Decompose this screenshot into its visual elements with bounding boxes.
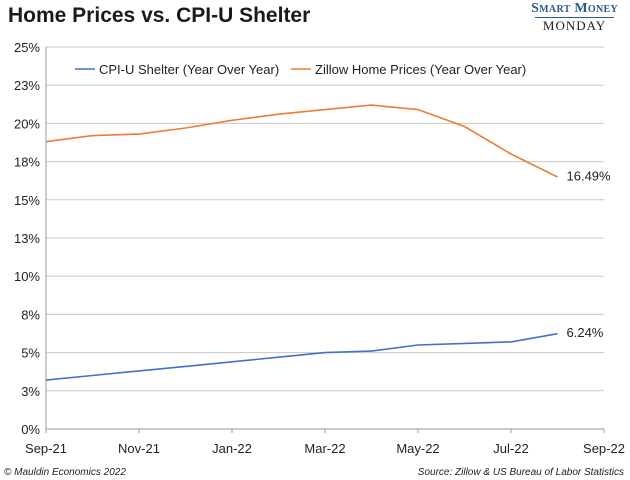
legend-item-cpi-shelter: CPI-U Shelter (Year Over Year) bbox=[75, 62, 279, 77]
x-tick-label: Sep-21 bbox=[25, 441, 67, 456]
axes bbox=[45, 47, 605, 433]
legend: CPI-U Shelter (Year Over Year) Zillow Hom… bbox=[75, 62, 526, 77]
legend-label: Zillow Home Prices (Year Over Year) bbox=[315, 62, 526, 77]
y-tick-label: 10% bbox=[14, 269, 40, 284]
legend-label: CPI-U Shelter (Year Over Year) bbox=[99, 62, 279, 77]
y-tick-label: 25% bbox=[14, 40, 40, 55]
x-tick-label: Mar-22 bbox=[304, 441, 345, 456]
data-label-zillow: 16.49% bbox=[567, 168, 612, 183]
source-note: Source: Zillow & US Bureau of Labor Stat… bbox=[417, 467, 624, 478]
data-labels: 6.24% 16.49% bbox=[567, 168, 612, 340]
y-tick-label: 3% bbox=[21, 384, 40, 399]
y-tick-label: 13% bbox=[14, 231, 40, 246]
x-tick-label: Jan-22 bbox=[212, 441, 252, 456]
x-tick-label: Sep-22 bbox=[583, 441, 625, 456]
series-line-cpi-shelter bbox=[45, 332, 558, 381]
tick-labels: 0% 3% 5% 8% 10% 13% 15% 18% 20% 23% 25% Sep-21 Nov-2… bbox=[14, 40, 625, 456]
x-tick-label: Nov-21 bbox=[118, 441, 160, 456]
chart-title: Home Prices vs. CPI-U Shelter bbox=[8, 4, 311, 27]
y-tick-label: 18% bbox=[14, 155, 40, 170]
series-line-zillow bbox=[45, 104, 558, 178]
brand-logo-top: Smart Money bbox=[531, 1, 618, 16]
legend-item-zillow: Zillow Home Prices (Year Over Year) bbox=[291, 62, 526, 77]
series-lines bbox=[45, 104, 558, 381]
y-tick-label: 20% bbox=[14, 116, 40, 131]
data-label-cpi-shelter: 6.24% bbox=[567, 325, 604, 340]
grid-lines bbox=[46, 46, 604, 392]
x-tick-label: May-22 bbox=[396, 441, 439, 456]
y-tick-label: 0% bbox=[21, 422, 40, 437]
y-tick-label: 5% bbox=[21, 346, 40, 361]
copyright-note: © Mauldin Economics 2022 bbox=[4, 467, 126, 478]
brand-logo-rule bbox=[535, 17, 614, 18]
y-tick-label: 15% bbox=[14, 193, 40, 208]
brand-logo: Smart Money MONDAY bbox=[531, 1, 618, 33]
y-tick-label: 23% bbox=[14, 78, 40, 93]
y-tick-label: 8% bbox=[21, 307, 40, 322]
x-tick-label: Jul-22 bbox=[493, 441, 528, 456]
brand-logo-bottom: MONDAY bbox=[542, 18, 607, 33]
